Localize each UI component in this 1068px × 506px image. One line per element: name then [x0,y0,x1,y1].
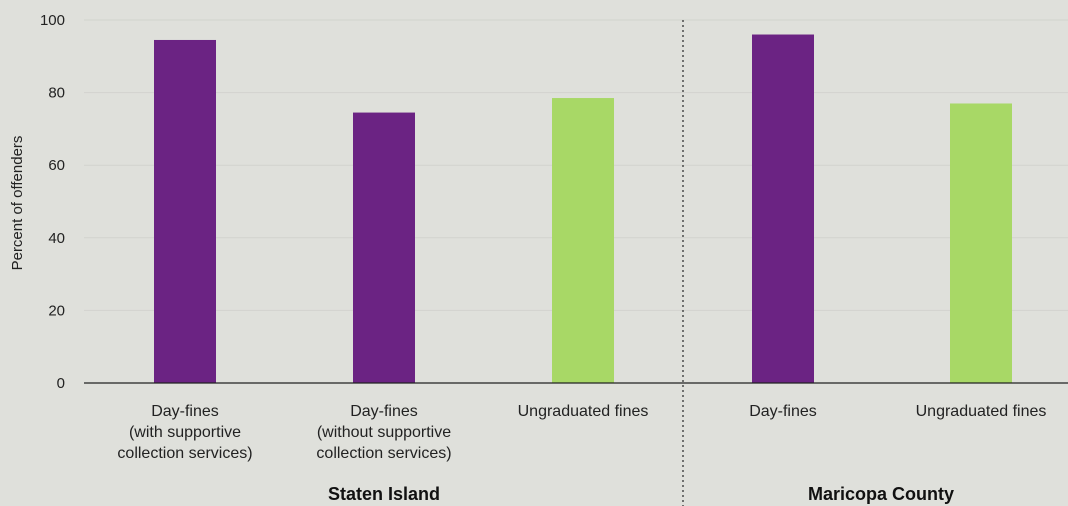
x-category-label: (with supportive [129,424,241,441]
group-label: Staten Island [328,484,440,504]
y-axis-ticks: 0 20 40 60 80 100 [40,12,65,392]
y-tick-label: 60 [48,157,65,174]
y-tick-label: 40 [48,230,65,247]
bar [353,112,415,383]
bar [552,98,614,384]
x-category-label: Ungraduated fines [518,403,649,420]
bar [154,39,216,384]
x-category-label: collection services) [117,445,252,462]
group-label: Maricopa County [808,484,954,504]
y-axis-label: Percent of offenders [9,136,26,271]
x-category-label: Day-fines [151,403,219,420]
y-tick-label: 80 [48,85,65,102]
bar [752,34,814,384]
x-category-label: (without supportive [317,424,451,441]
group-labels: Staten Island Maricopa County [328,484,954,504]
x-category-label: Day-fines [350,403,418,420]
y-tick-label: 20 [48,302,65,319]
x-category-label: Day-fines [749,403,817,420]
bar [950,103,1012,384]
bars [154,34,1012,384]
y-tick-label: 0 [57,375,65,392]
y-tick-label: 100 [40,12,65,29]
category-labels: Day-fines (with supportive collection serv… [117,403,1046,462]
x-category-label: collection services) [316,445,451,462]
x-category-label: Ungraduated fines [916,403,1047,420]
